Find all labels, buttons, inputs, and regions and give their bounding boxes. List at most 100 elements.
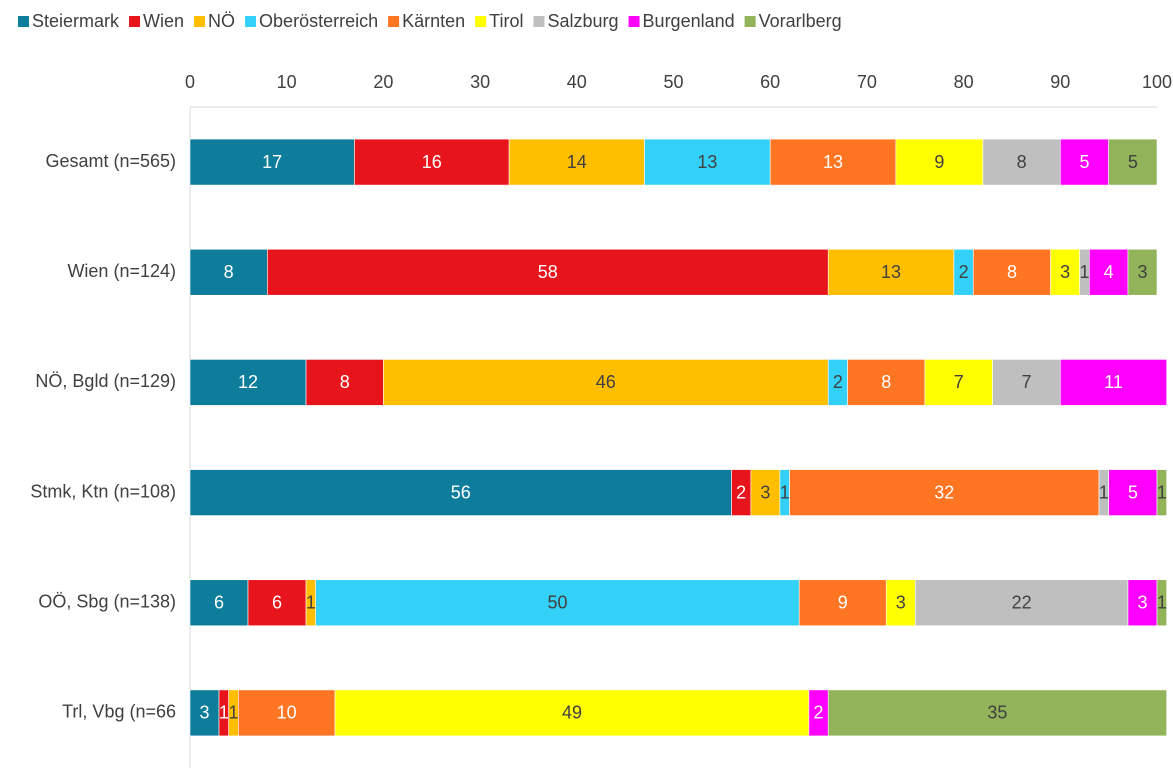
bar-segment <box>992 359 1061 406</box>
data-label: 58 <box>538 262 558 282</box>
bar-segment <box>189 469 732 516</box>
data-label: 13 <box>881 262 901 282</box>
data-label: 1 <box>1099 482 1109 502</box>
x-tick-label: 50 <box>663 72 683 92</box>
bar-segment <box>789 469 1100 516</box>
data-label: 8 <box>340 372 350 392</box>
bar-segment <box>750 469 781 516</box>
data-label: 49 <box>562 703 582 723</box>
data-label: 1 <box>219 703 229 723</box>
bar-segment <box>189 689 220 737</box>
bar-segment <box>383 359 829 406</box>
legend-label: Steiermark <box>32 11 120 31</box>
data-label: 35 <box>987 703 1007 723</box>
x-tick-label: 60 <box>760 72 780 92</box>
data-label: 8 <box>1007 262 1017 282</box>
legend-label: Burgenland <box>643 11 735 31</box>
bar-segment <box>924 359 993 406</box>
x-tick-label: 100 <box>1142 72 1172 92</box>
bar-segment <box>1127 579 1158 627</box>
bar-segment <box>267 248 829 296</box>
x-tick-label: 10 <box>277 72 297 92</box>
data-label: 4 <box>1104 262 1114 282</box>
bar-segment <box>1108 469 1158 516</box>
data-label: 46 <box>596 372 616 392</box>
bar-segment <box>1156 579 1167 627</box>
y-tick-label: OÖ, Sbg (n=138) <box>38 592 176 612</box>
data-label: 2 <box>736 482 746 502</box>
legend-label: Kärnten <box>402 11 465 31</box>
data-label: 3 <box>1060 262 1070 282</box>
data-label: 5 <box>1079 152 1089 172</box>
data-label: 2 <box>959 262 969 282</box>
data-label: 9 <box>838 593 848 613</box>
data-label: 7 <box>954 372 964 392</box>
data-label: 2 <box>814 703 824 723</box>
data-label: 3 <box>1137 262 1147 282</box>
y-tick-label: Gesamt (n=565) <box>45 151 176 171</box>
data-label: 17 <box>262 152 282 172</box>
data-label: 1 <box>780 482 790 502</box>
legend-label: Tirol <box>489 11 523 31</box>
bar-segment <box>305 359 384 406</box>
data-label: 9 <box>934 152 944 172</box>
y-tick-label: Trl, Vbg (n=66 <box>62 702 176 722</box>
data-label: 2 <box>833 372 843 392</box>
data-label: 5 <box>1128 482 1138 502</box>
x-tick-label: 70 <box>857 72 877 92</box>
bar-segment <box>1060 359 1167 406</box>
legend-swatch <box>744 16 756 27</box>
legend-swatch <box>245 16 257 27</box>
legend-swatch <box>129 16 141 27</box>
data-label: 3 <box>760 482 770 502</box>
data-label: 1 <box>1157 593 1167 613</box>
x-tick-label: 80 <box>954 72 974 92</box>
legend-label: Salzburg <box>548 11 619 31</box>
x-tick-label: 30 <box>470 72 490 92</box>
legend-label: Wien <box>143 11 184 31</box>
legend-swatch <box>194 16 206 27</box>
data-label: 13 <box>823 152 843 172</box>
x-tick-label: 40 <box>567 72 587 92</box>
data-label: 5 <box>1128 152 1138 172</box>
x-tick-label: 90 <box>1050 72 1070 92</box>
x-tick-label: 0 <box>185 72 195 92</box>
data-label: 8 <box>1017 152 1027 172</box>
bar-segment <box>847 359 926 406</box>
bar-segment <box>1108 138 1158 186</box>
bar-segment <box>1089 248 1129 296</box>
legend-swatch <box>18 16 29 27</box>
data-label: 3 <box>896 593 906 613</box>
data-label: 11 <box>1104 372 1123 392</box>
data-label: 13 <box>697 152 717 172</box>
data-label: 8 <box>224 262 234 282</box>
legend-label: Oberösterreich <box>259 11 378 31</box>
legend-label: Vorarlberg <box>759 11 842 31</box>
legend-label: NÖ <box>208 11 235 31</box>
bar-segment <box>508 138 645 186</box>
data-label: 1 <box>1157 482 1167 502</box>
legend-swatch <box>628 16 640 27</box>
data-label: 50 <box>547 593 567 613</box>
bar-segment <box>895 138 984 186</box>
data-label: 22 <box>1012 593 1032 613</box>
bar-segment <box>189 248 268 296</box>
bar-segment <box>1060 138 1109 186</box>
y-tick-label: Wien (n=124) <box>67 261 176 281</box>
bar-segment <box>972 248 1051 296</box>
y-tick-label: NÖ, Bgld (n=129) <box>35 371 176 391</box>
data-label: 10 <box>277 703 297 723</box>
data-label: 56 <box>451 482 471 502</box>
bar-segment <box>798 579 887 627</box>
data-label: 6 <box>214 593 224 613</box>
data-label: 16 <box>422 152 442 172</box>
data-label: 3 <box>1137 593 1147 613</box>
bar-segment <box>1127 248 1158 296</box>
bar-segment <box>189 359 307 406</box>
y-tick-label: Stmk, Ktn (n=108) <box>30 481 176 501</box>
data-label: 12 <box>238 372 258 392</box>
x-tick-label: 20 <box>373 72 393 92</box>
data-label: 32 <box>934 482 954 502</box>
bar-segment <box>644 138 771 186</box>
